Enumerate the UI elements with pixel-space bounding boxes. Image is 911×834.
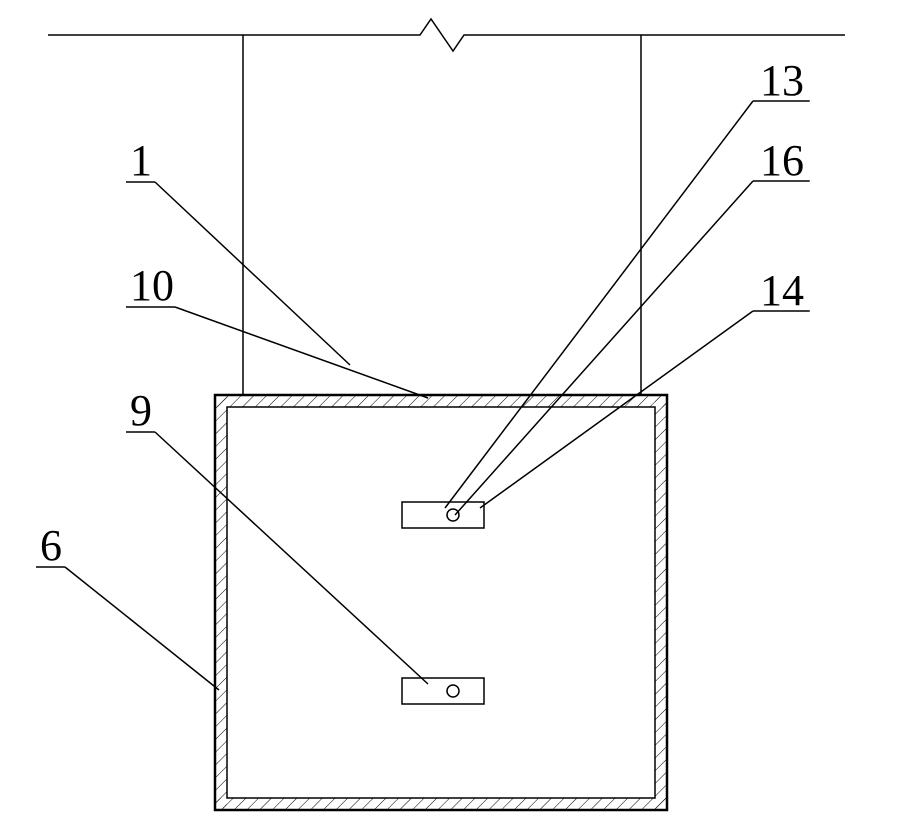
label-14: 14 [760,266,804,315]
comp_b-rect [402,678,484,704]
engineering-figure: 1 13 16 10 14 9 6 [0,0,911,834]
label-6: 6 [40,521,62,570]
label-1: 1 [130,136,152,185]
comp_a-rect [402,502,484,528]
label-10: 10 [130,261,174,310]
label-16: 16 [760,136,804,185]
leader-l10 [175,307,428,398]
inner-box [227,407,655,798]
label-9: 9 [130,386,152,435]
break-line [48,19,845,51]
leader-l6 [65,567,219,690]
leader-l1 [155,182,350,365]
label-13: 13 [760,56,804,105]
